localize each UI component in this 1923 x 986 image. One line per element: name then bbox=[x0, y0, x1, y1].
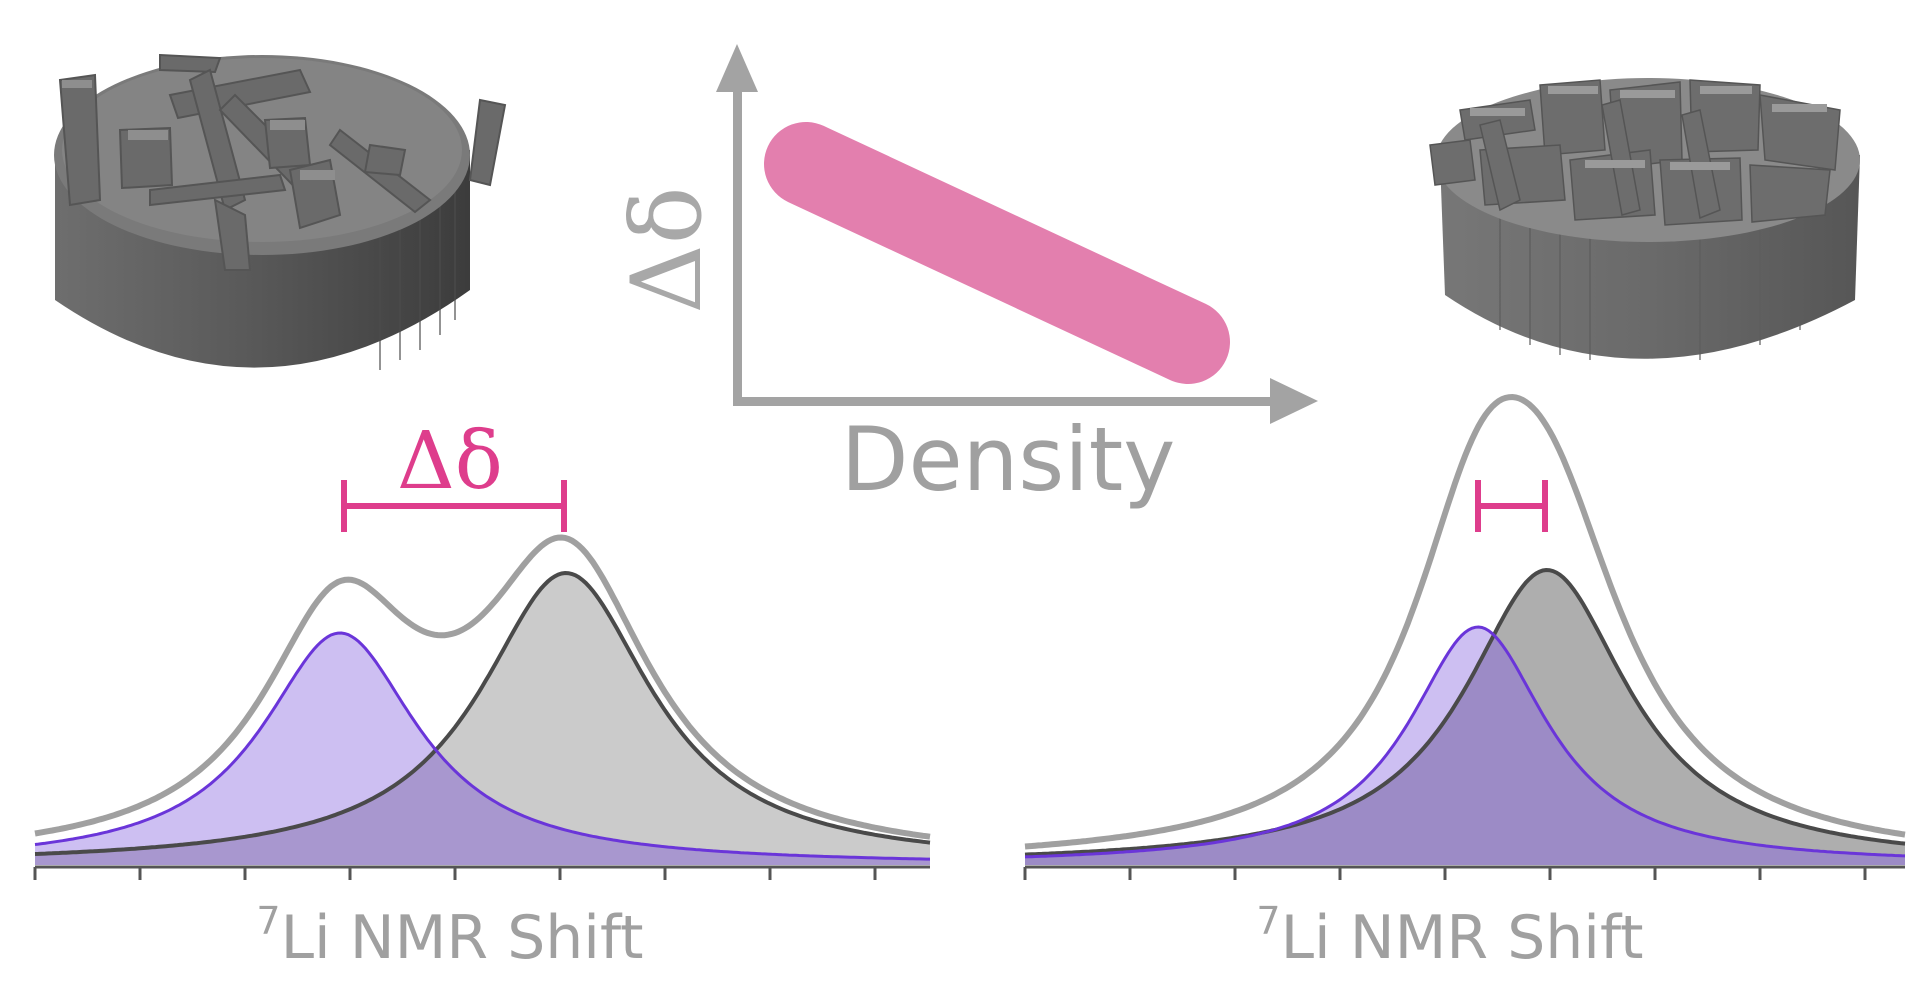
left-envelope-line bbox=[34, 534, 931, 840]
right-x-axis-label-sup: 7 bbox=[1256, 899, 1280, 943]
left-delta-label: Δδ bbox=[397, 414, 503, 507]
trend-y-axis-label: Δδ bbox=[611, 186, 723, 313]
right-x-axis-label-main: Li NMR Shift bbox=[1281, 903, 1644, 973]
left-spectrum: Δδ 7Li NMR Shift bbox=[33, 414, 931, 973]
right-purple-peak-line bbox=[1024, 625, 1906, 859]
trend-y-arrowhead bbox=[716, 44, 758, 92]
right-envelope-line bbox=[1024, 393, 1906, 850]
sparse-microstructure-icon bbox=[54, 53, 507, 370]
trend-bar bbox=[764, 122, 1230, 384]
left-x-axis-label-main: Li NMR Shift bbox=[281, 903, 644, 973]
trend-x-arrowhead bbox=[1270, 378, 1318, 424]
right-delta-bracket bbox=[1475, 480, 1548, 532]
left-gray-peak-line bbox=[34, 570, 931, 856]
left-overlap-fill bbox=[35, 751, 930, 865]
trend-x-axis-label: Density bbox=[841, 408, 1176, 511]
dense-microstructure-icon bbox=[1429, 78, 1860, 360]
left-x-axis-label: 7Li NMR Shift bbox=[256, 899, 643, 973]
left-purple-peak-line bbox=[34, 631, 930, 861]
left-purple-peak-fill bbox=[35, 633, 930, 865]
right-gray-peak-line bbox=[1024, 567, 1906, 857]
right-overlap-fill bbox=[1025, 636, 1905, 865]
trend-panel: Δδ Density bbox=[611, 44, 1318, 511]
left-delta-bracket bbox=[341, 480, 567, 532]
right-spectrum: 7Li NMR Shift bbox=[1023, 393, 1906, 973]
trend-y-axis bbox=[733, 88, 742, 406]
right-x-axis-label: 7Li NMR Shift bbox=[1256, 899, 1643, 973]
left-gray-peak-fill bbox=[35, 573, 930, 865]
right-ticks bbox=[1023, 867, 1867, 880]
left-ticks bbox=[33, 867, 877, 880]
left-x-axis-label-sup: 7 bbox=[256, 899, 280, 943]
trend-x-axis bbox=[733, 397, 1278, 406]
